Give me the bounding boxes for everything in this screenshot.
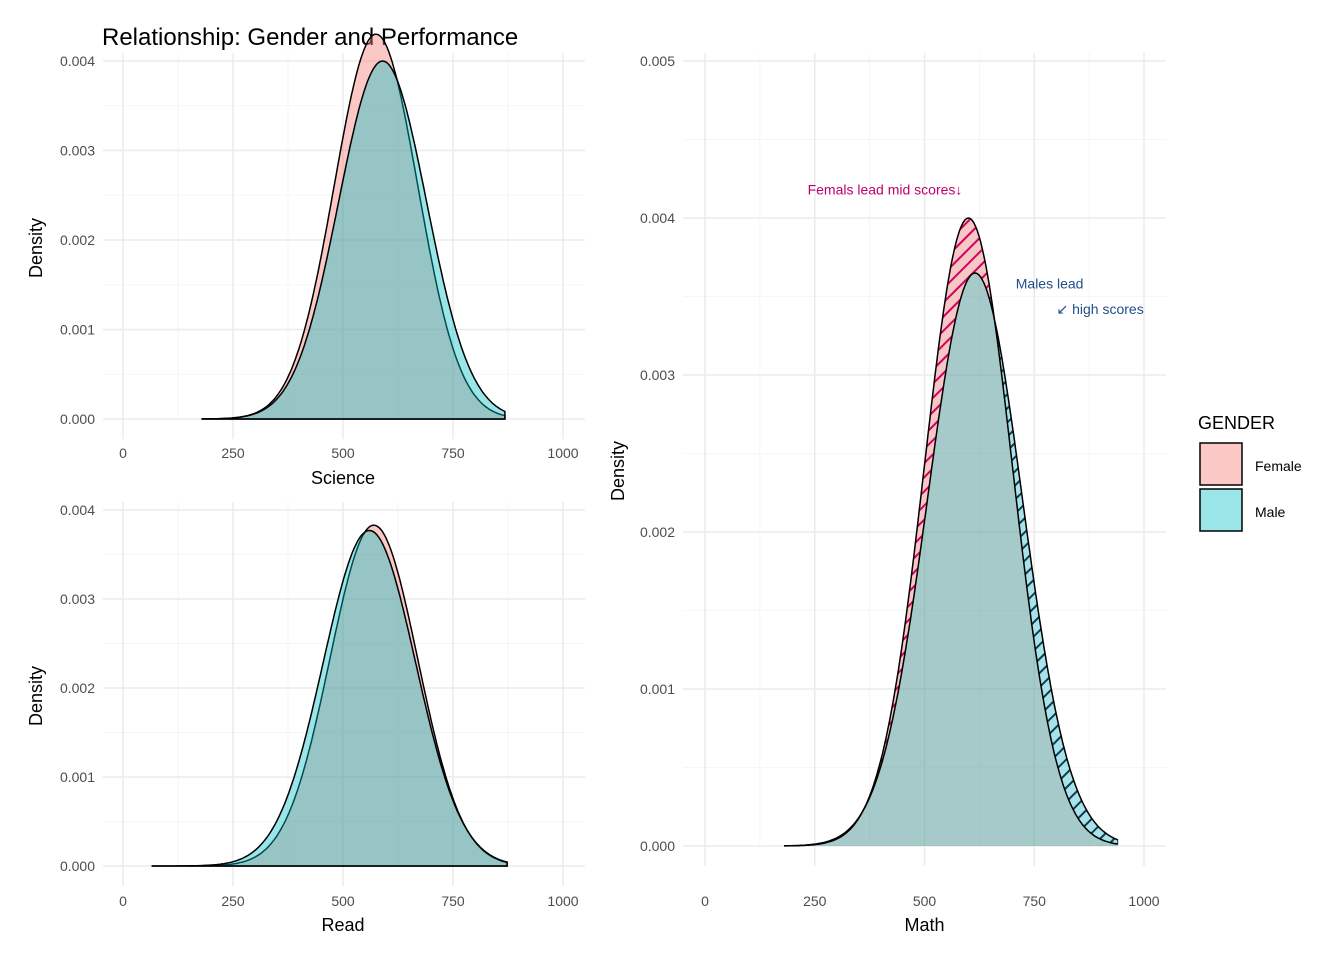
x-tick-label: 750: [1023, 893, 1047, 909]
legend: GENDER Female Male: [1198, 413, 1302, 532]
y-axis-title: Density: [26, 218, 46, 278]
legend-title: GENDER: [1198, 413, 1275, 433]
legend-key-female: [1199, 442, 1243, 486]
y-tick-label: 0.000: [640, 838, 675, 854]
y-tick-label: 0.002: [60, 232, 95, 248]
x-tick-label: 750: [441, 445, 465, 461]
x-tick-label: 0: [119, 893, 127, 909]
y-tick-label: 0.003: [60, 143, 95, 159]
x-tick-label: 250: [221, 893, 245, 909]
annotation-text: Males lead: [1016, 276, 1084, 292]
y-tick-label: 0.004: [60, 502, 95, 518]
x-tick-label: 0: [119, 445, 127, 461]
y-axis-title: Density: [26, 666, 46, 726]
y-tick-label: 0.003: [640, 367, 675, 383]
x-tick-label: 500: [331, 893, 355, 909]
x-axis-title: Math: [904, 915, 944, 935]
x-tick-label: 500: [913, 893, 937, 909]
density-area-female: [784, 218, 1118, 846]
annotation-text: Femals lead mid scores↓: [808, 181, 963, 197]
x-tick-label: 1000: [547, 445, 578, 461]
science-density-panel: 0 250 500 750 1000 0.000 0.001 0.002 0.003 0.004 S…: [26, 33, 585, 488]
density-area-male: [201, 60, 506, 420]
density-line-male: [784, 272, 1118, 847]
y-tick-label: 0.000: [60, 858, 95, 874]
x-tick-label: 250: [221, 445, 245, 461]
y-tick-label: 0.004: [640, 210, 675, 226]
density-area-male: [151, 529, 508, 867]
y-tick-label: 0.003: [60, 591, 95, 607]
density-line-female: [784, 217, 1118, 847]
x-tick-label: 1000: [547, 893, 578, 909]
y-tick-label: 0.004: [60, 53, 95, 69]
x-tick-label: 250: [803, 893, 827, 909]
density-area-male: [784, 273, 1118, 846]
x-tick-label: 0: [701, 893, 709, 909]
math-density-panel: 0 250 500 750 1000 0.000 0.001 0.002 0.003 0.004 0…: [608, 53, 1166, 935]
y-tick-label: 0.002: [640, 524, 675, 540]
x-tick-label: 500: [331, 445, 355, 461]
x-tick-label: 1000: [1128, 893, 1159, 909]
legend-label-male: Male: [1255, 504, 1286, 520]
y-tick-label: 0.005: [640, 53, 675, 69]
x-axis-title: Science: [311, 468, 375, 488]
read-density-panel: 0 250 500 750 1000 0.000 0.001 0.002 0.003 0.004 R…: [26, 502, 585, 935]
x-tick-label: 750: [441, 893, 465, 909]
y-tick-label: 0.001: [60, 322, 95, 338]
y-tick-label: 0.000: [60, 411, 95, 427]
y-tick-label: 0.001: [640, 681, 675, 697]
x-axis-title: Read: [321, 915, 364, 935]
y-axis-title: Density: [608, 441, 628, 501]
figure-title: Relationship: Gender and Performance: [102, 24, 518, 51]
annotation-text: ↙ high scores: [1056, 301, 1143, 317]
y-tick-label: 0.001: [60, 769, 95, 785]
legend-key-male: [1199, 488, 1243, 532]
y-tick-label: 0.002: [60, 680, 95, 696]
legend-label-female: Female: [1255, 458, 1302, 474]
